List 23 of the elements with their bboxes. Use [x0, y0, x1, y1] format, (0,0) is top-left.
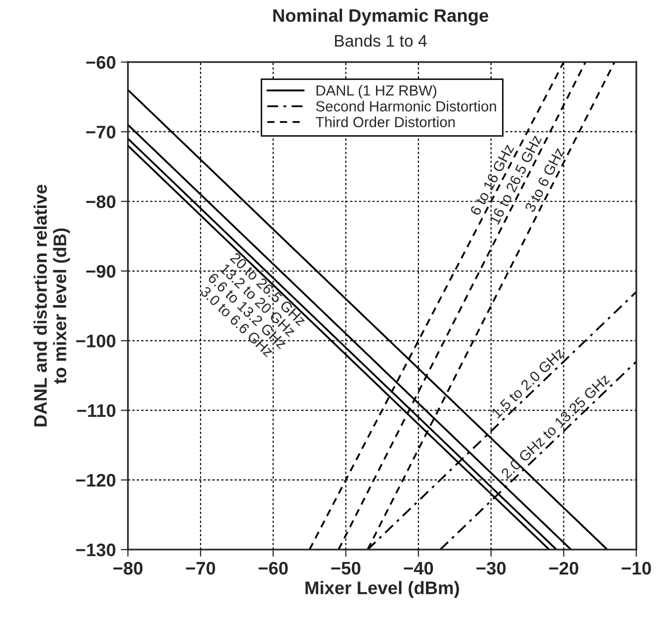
x-tick-label: −80 [113, 562, 142, 575]
x-tick-label: −10 [622, 562, 651, 575]
chart-title: Nominal Dymamic Range [273, 8, 488, 26]
x-tick-label: −60 [258, 562, 288, 575]
y-tick-label: −80 [86, 195, 116, 208]
x-tick-label: −20 [549, 562, 578, 575]
chart-subtitle: Bands 1 to 4 [335, 34, 427, 47]
y-tick-label: −100 [76, 334, 116, 348]
y-tick-label: −70 [86, 126, 116, 138]
legend-label: DANL (1 HZ RBW) [316, 84, 436, 99]
y-tick-label: −90 [86, 264, 116, 278]
x-tick-label: −50 [331, 562, 360, 575]
y-tick-label: −60 [86, 56, 116, 69]
y-tick-label: −110 [77, 404, 116, 418]
x-tick-label: −30 [476, 562, 506, 575]
y-axis-title: DANL and distortion relative to mixer level (dB) [34, 184, 70, 426]
y-tick-label: −130 [76, 544, 116, 556]
x-axis-title: Mixer Level (dBm) [306, 581, 459, 598]
legend-label: Third Order Distortion [316, 116, 455, 128]
x-tick-label: −40 [404, 562, 434, 575]
legend-label: Second Harmonic Distortion [316, 100, 496, 112]
y-tick-label: −120 [76, 474, 116, 487]
x-tick-label: −70 [186, 562, 216, 575]
